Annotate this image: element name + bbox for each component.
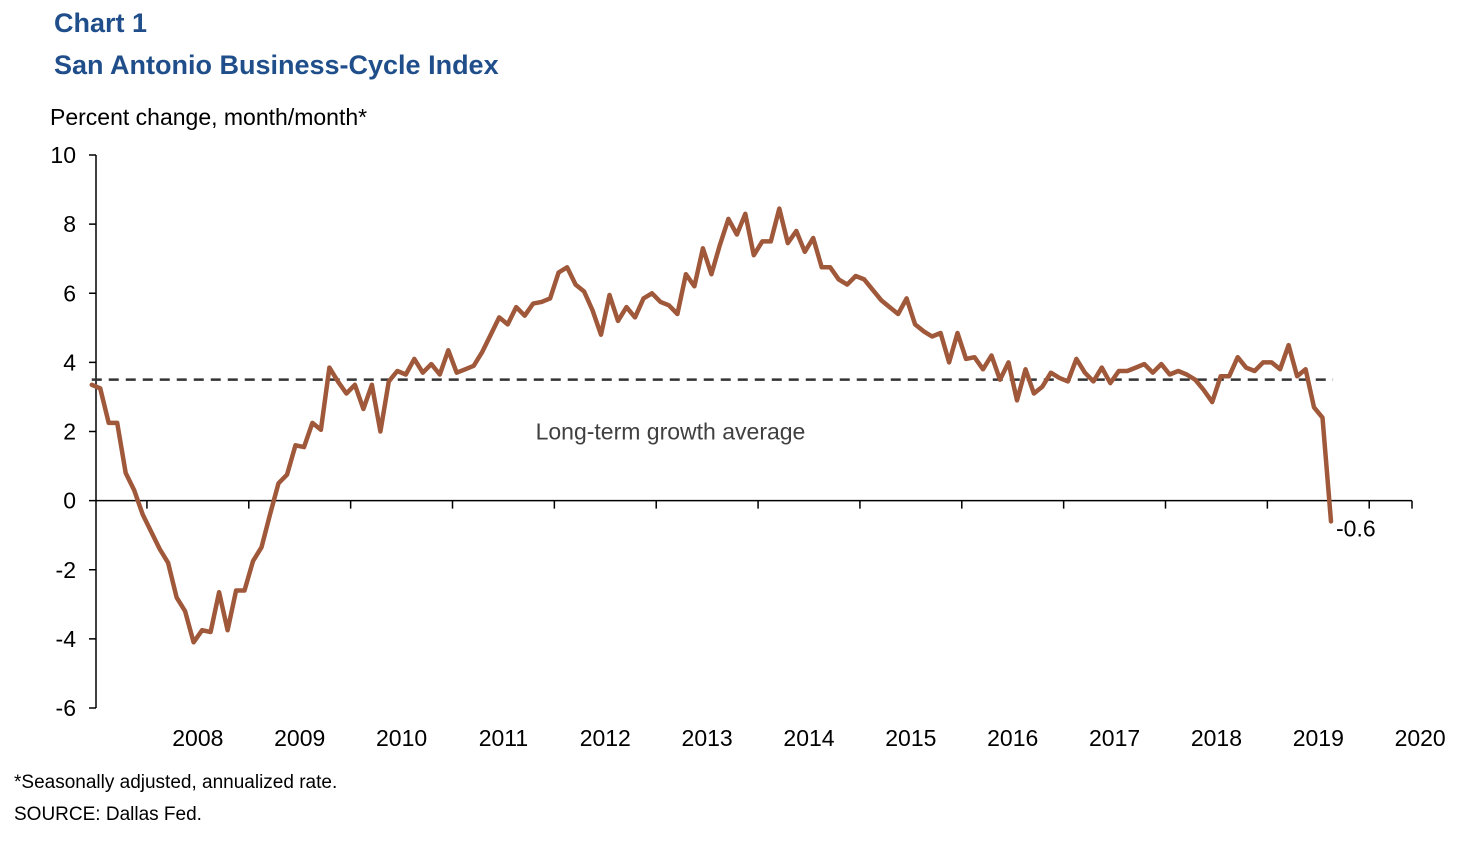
x-tick-label: 2012: [580, 725, 631, 751]
x-tick-label: 2009: [274, 725, 325, 751]
y-tick-label: 6: [63, 280, 76, 306]
y-tick-label: -6: [56, 695, 76, 721]
x-tick-label: 2019: [1293, 725, 1344, 751]
y-tick-label: 2: [63, 419, 76, 445]
x-tick-label: 2011: [479, 725, 528, 751]
y-tick-label: -4: [56, 626, 77, 652]
y-ticks: -6 -4 -2 0 2 4 6 8 10: [50, 142, 96, 721]
x-ticks: 2008 2009 2010 2011 2012 2013 2014 2015 2016 2017…: [146, 500, 1446, 751]
series-line: [89, 206, 1334, 645]
x-tick-label: 2015: [885, 725, 936, 751]
x-tick-label: 2008: [172, 725, 223, 751]
long-term-average-label: Long-term growth average: [536, 419, 806, 445]
chart-number: Chart 1: [54, 8, 148, 38]
y-tick-label: 10: [50, 142, 76, 168]
y-axis-label: Percent change, month/month*: [50, 104, 368, 130]
x-tick-label: 2020: [1395, 725, 1446, 751]
x-tick-label: 2013: [682, 725, 733, 751]
end-value-label: -0.6: [1336, 515, 1376, 541]
footnote: *Seasonally adjusted, annualized rate.: [14, 772, 338, 793]
source-note: SOURCE: Dallas Fed.: [14, 804, 202, 825]
y-tick-label: -2: [56, 557, 76, 583]
y-tick-label: 4: [63, 349, 76, 375]
y-tick-label: 0: [63, 488, 76, 514]
x-tick-label: 2014: [783, 725, 834, 751]
y-tick-label: 8: [63, 211, 76, 237]
x-tick-label: 2010: [376, 725, 427, 751]
x-tick-label: 2016: [987, 725, 1038, 751]
chart-title: San Antonio Business-Cycle Index: [54, 50, 499, 80]
x-tick-label: 2017: [1089, 725, 1140, 751]
x-tick-label: 2018: [1191, 725, 1242, 751]
